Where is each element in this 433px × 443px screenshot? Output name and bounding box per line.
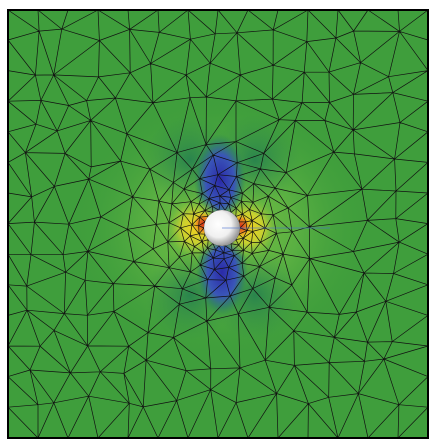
frame	[7, 9, 429, 439]
